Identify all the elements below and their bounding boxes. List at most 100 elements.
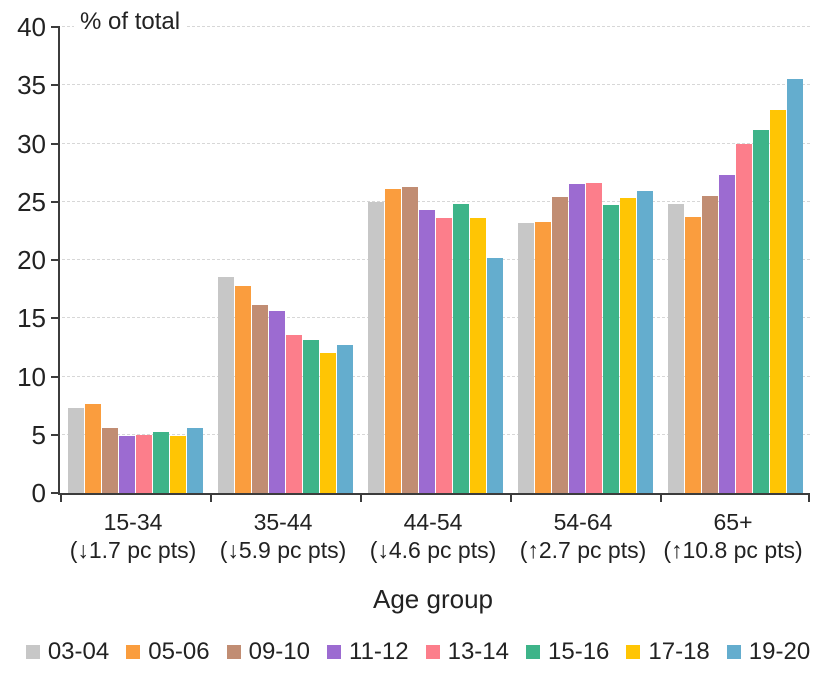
y-tick-label-30: 30	[17, 128, 46, 159]
bar-65+-19-20	[786, 79, 803, 493]
y-tick-mark-0	[51, 492, 60, 494]
bar-44-54-17-18	[469, 218, 486, 493]
legend-label: 13-14	[447, 638, 509, 665]
x-label-15-34: 15-34 (↓1.7 pc pts)	[58, 508, 208, 564]
x-tick-mark-3	[510, 495, 512, 502]
bar-54-64-17-18	[619, 198, 636, 493]
bar-15-34-15-16	[152, 432, 169, 493]
y-tick-mark-25	[51, 200, 60, 203]
legend-item-13-14: 13-14	[425, 638, 509, 666]
legend-label: 05-06	[148, 638, 210, 665]
legend-swatch-icon	[626, 645, 641, 659]
y-tick-label-25: 25	[17, 186, 46, 217]
chart-title: % of total	[74, 8, 187, 36]
legend-item-09-10: 09-10	[226, 638, 310, 666]
x-tick-mark-5	[808, 495, 810, 502]
bar-35-44-09-10	[251, 305, 268, 493]
x-label-change: (↓1.7 pc pts)	[69, 537, 197, 563]
bar-54-64-11-12	[568, 184, 585, 493]
bar-15-34-05-06	[84, 404, 101, 493]
bar-54-64-13-14	[585, 183, 602, 493]
gridline-y-25	[62, 200, 810, 202]
y-tick-label-10: 10	[17, 361, 46, 392]
x-label-main: 15-34	[103, 509, 163, 535]
bar-65+-05-06	[684, 216, 701, 493]
x-tick-mark-1	[210, 495, 212, 502]
y-tick-label-15: 15	[17, 303, 46, 334]
bar-44-54-19-20	[486, 257, 503, 493]
bar-65+-11-12	[718, 174, 735, 493]
x-label-change: (↓5.9 pc pts)	[219, 537, 347, 563]
x-axis-category-labels: 15-34 (↓1.7 pc pts) 35-44 (↓5.9 pc pts) 44-5…	[58, 508, 808, 564]
legend-item-05-06: 05-06	[126, 638, 210, 666]
x-label-44-54: 44-54 (↓4.6 pc pts)	[358, 508, 508, 564]
legend-label: 11-12	[349, 638, 409, 665]
bar-35-44-17-18	[319, 353, 336, 493]
x-label-main: 65+	[713, 509, 753, 535]
bar-65+-17-18	[769, 109, 786, 493]
bar-35-44-19-20	[336, 345, 353, 493]
legend-item-15-16: 15-16	[526, 638, 609, 666]
legend-swatch-icon	[526, 645, 540, 659]
y-tick-label-20: 20	[17, 245, 46, 275]
bar-65+-09-10	[701, 195, 718, 493]
x-label-35-44: 35-44 (↓5.9 pc pts)	[208, 508, 358, 564]
x-label-65+: 65+ (↑10.8 pc pts)	[658, 508, 808, 564]
bar-15-34-17-18	[169, 435, 186, 493]
bar-15-34-19-20	[186, 427, 203, 493]
bar-65+-03-04	[667, 204, 684, 493]
x-label-change: (↑10.8 pc pts)	[663, 537, 803, 563]
legend-label: 19-20	[748, 638, 811, 665]
bar-group-15-34	[60, 27, 210, 493]
legend-swatch-icon	[327, 645, 341, 659]
bar-65+-13-14	[735, 143, 752, 493]
bar-54-64-03-04	[517, 222, 534, 493]
x-label-main: 54-64	[553, 509, 613, 535]
legend-swatch-icon	[226, 645, 241, 659]
bar-54-64-15-16	[602, 205, 619, 493]
legend-label: 03-04	[47, 638, 110, 665]
bar-group-65+	[660, 27, 810, 493]
gridline-y-40	[62, 26, 810, 27]
plot-area	[51, 26, 810, 502]
bar-54-64-09-10	[551, 197, 568, 493]
legend-item-03-04: 03-04	[25, 638, 110, 666]
gridline-y-35	[62, 84, 810, 86]
gridline-y-30	[62, 142, 810, 144]
bar-35-44-15-16	[302, 340, 319, 493]
y-tick-label-0: 0	[31, 478, 46, 508]
bar-15-34-11-12	[118, 435, 135, 493]
bar-54-64-05-06	[534, 221, 551, 493]
bar-44-54-11-12	[418, 209, 435, 493]
bar-35-44-11-12	[268, 311, 285, 493]
legend-label: 17-18	[648, 638, 710, 665]
bar-15-34-09-10	[101, 427, 118, 493]
y-tick-label-5: 5	[31, 419, 46, 450]
legend-swatch-icon	[25, 645, 40, 659]
y-tick-mark-40	[51, 26, 60, 28]
legend-item-11-12: 11-12	[327, 638, 409, 666]
bar-44-54-13-14	[435, 218, 452, 493]
bar-15-34-13-14	[135, 434, 152, 493]
bar-44-54-03-04	[367, 201, 384, 493]
bar-44-54-15-16	[452, 204, 469, 493]
bar-35-44-13-14	[285, 334, 302, 493]
y-tick-mark-35	[51, 84, 60, 87]
x-tick-mark-2	[360, 495, 362, 502]
x-label-change: (↑2.7 pc pts)	[519, 537, 647, 563]
bar-35-44-03-04	[217, 277, 234, 493]
bar-65+-15-16	[752, 129, 769, 493]
legend-swatch-icon	[726, 645, 741, 659]
legend: 03-04 05-06 09-10 11-12 13-14 15-16 17-18 19-20	[0, 638, 836, 666]
bar-group-54-64	[510, 27, 660, 493]
bar-35-44-05-06	[234, 285, 251, 493]
y-tick-label-40: 40	[17, 12, 46, 42]
legend-label: 15-16	[548, 638, 610, 665]
x-tick-mark-0	[60, 495, 62, 502]
x-tick-mark-4	[660, 495, 662, 502]
x-label-change: (↓4.6 pc pts)	[369, 537, 497, 563]
x-label-main: 44-54	[403, 509, 463, 535]
legend-swatch-icon	[126, 645, 141, 659]
y-tick-mark-5	[51, 433, 60, 436]
